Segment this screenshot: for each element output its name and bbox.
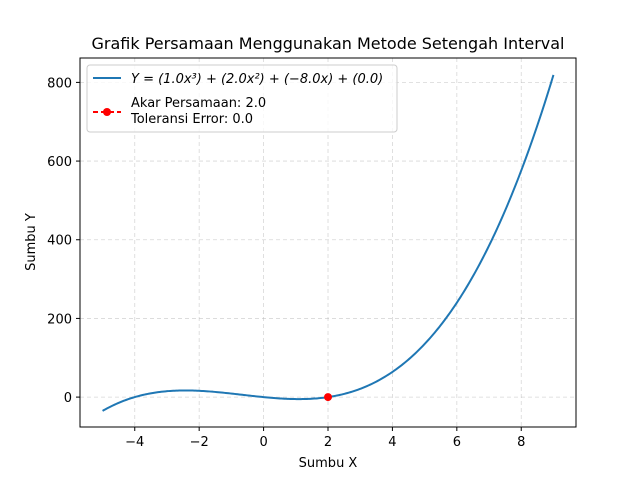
legend-box: [86, 64, 398, 133]
legend-label-curve: Y = (1.0x³) + (2.0x²) + (−8.0x) + (0.0): [131, 72, 383, 87]
legend-marker-root: [103, 108, 111, 116]
x-tick-label: 8: [517, 435, 525, 450]
plot-area: [102, 74, 555, 412]
y-tick-label: 600: [47, 155, 72, 170]
y-tick-label: 400: [47, 234, 72, 249]
x-tick-label: −4: [125, 435, 144, 450]
x-tick-label: 2: [324, 435, 332, 450]
legend-label-root: Akar Persamaan: 2.0: [131, 96, 266, 111]
x-axis-label: Sumbu X: [299, 456, 358, 471]
legend-label-tolerance: Toleransi Error: 0.0: [130, 112, 253, 127]
x-tick-label: 4: [388, 435, 396, 450]
x-tick-label: 0: [259, 435, 267, 450]
y-tick-label: 800: [47, 76, 72, 91]
x-tick-label: −2: [190, 435, 209, 450]
y-axis-label: Sumbu Y: [24, 213, 39, 271]
legend: Y = (1.0x³) + (2.0x²) + (−8.0x) + (0.0) …: [86, 64, 398, 133]
y-tick-label: 200: [47, 312, 72, 327]
y-tick-label: 0: [64, 391, 72, 406]
ticks: −4 −2 0 2 4 6 8 0 200 400 600 800: [47, 76, 525, 450]
root-point: [324, 393, 332, 402]
chart-title: Grafik Persamaan Menggunakan Metode Sete…: [92, 34, 565, 53]
x-tick-label: 6: [453, 435, 461, 450]
